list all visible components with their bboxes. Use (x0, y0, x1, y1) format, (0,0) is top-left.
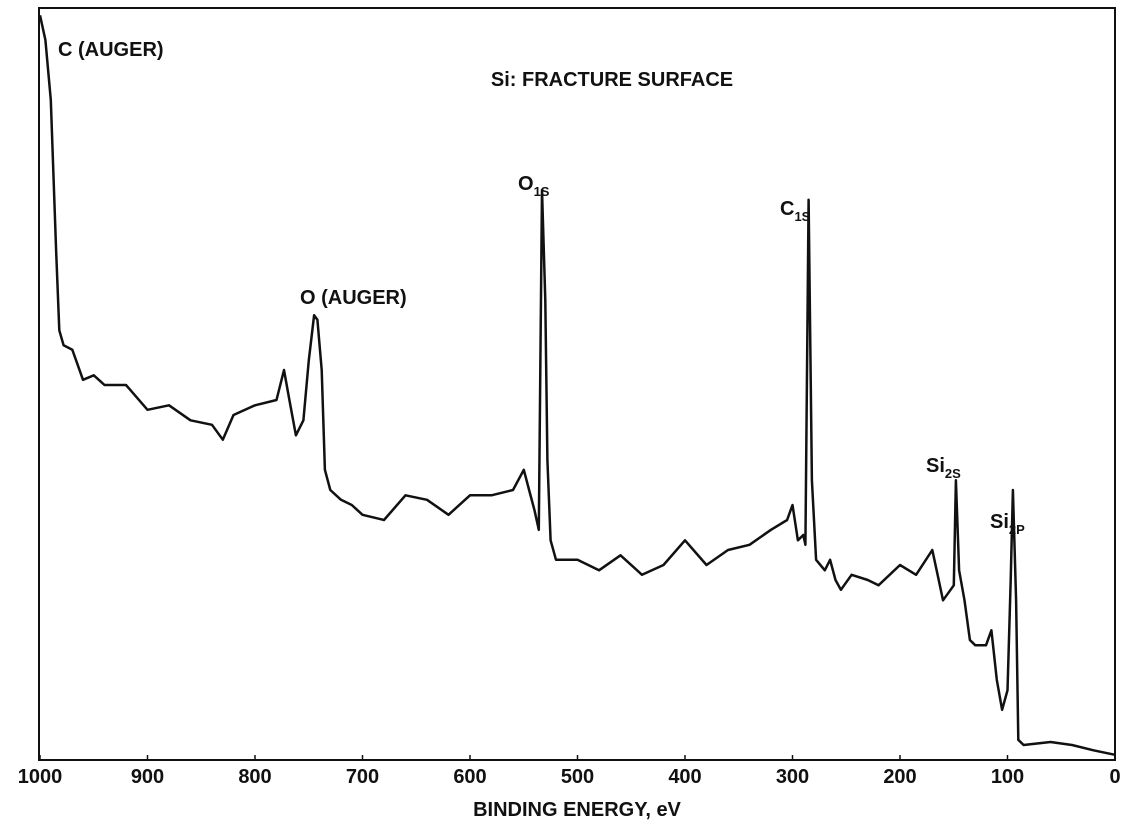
annotation: Si2S (926, 455, 961, 481)
annotation-sub: 1S (794, 209, 810, 224)
annotation: Si2P (990, 511, 1025, 537)
x-tick-label: 800 (238, 766, 271, 788)
x-tick-label: 0 (1109, 766, 1120, 788)
x-tick-label: 100 (991, 766, 1024, 788)
annotation: O1S (518, 173, 550, 199)
chart-title: Si: FRACTURE SURFACE (491, 69, 733, 91)
annotation: C (AUGER) (58, 39, 164, 61)
x-tick-label: 1000 (18, 766, 63, 788)
annotation: O (AUGER) (300, 287, 407, 309)
x-tick-label: 500 (561, 766, 594, 788)
x-tick-label: 900 (131, 766, 164, 788)
x-axis-label: BINDING ENERGY, eV (473, 799, 681, 821)
annotation-main: Si (990, 511, 1009, 533)
annotation-main: O (518, 173, 534, 195)
annotation-sub: 2S (945, 466, 961, 481)
annotation-main: C (780, 198, 794, 220)
x-tick-label: 400 (668, 766, 701, 788)
x-tick-label: 600 (453, 766, 486, 788)
spectrum-line (38, 15, 1116, 757)
annotation-main: Si (926, 455, 945, 477)
x-tick-label: 300 (776, 766, 809, 788)
annotation: C1S (780, 198, 811, 224)
x-tick-label: 200 (883, 766, 916, 788)
plot-frame (38, 7, 1116, 761)
x-tick-label: 700 (346, 766, 379, 788)
